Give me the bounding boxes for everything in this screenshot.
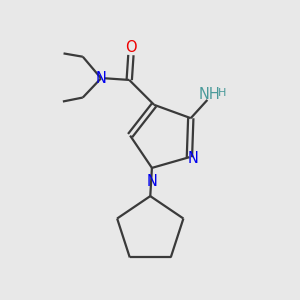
Text: H: H bbox=[218, 88, 226, 98]
Text: NH: NH bbox=[198, 87, 220, 102]
Text: N: N bbox=[96, 71, 106, 86]
Text: N: N bbox=[188, 151, 199, 166]
Text: O: O bbox=[125, 40, 137, 55]
Text: N: N bbox=[146, 174, 158, 189]
